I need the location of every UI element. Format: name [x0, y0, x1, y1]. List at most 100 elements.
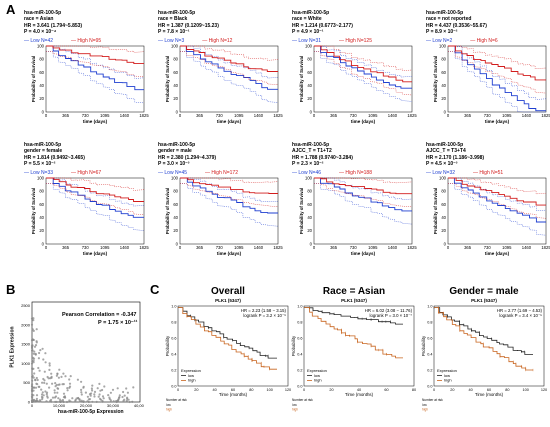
km-plot-svg: 0 365 730 1095 1460 1825 0 20 40 60 80 100 time (day…: [31, 175, 149, 256]
km-plot-svg: 0 365 730 1095 1460 1825 0 20 40 60 80 100 time (day…: [433, 43, 550, 124]
km-c-curve-high: [178, 307, 277, 370]
km-curve-high: [46, 45, 144, 65]
km-xtick-label: 365: [330, 245, 338, 250]
km-c-gene: PLK1 (5347): [341, 298, 367, 303]
km-ytick-label: 100: [37, 43, 45, 48]
scatter-point: [125, 387, 128, 390]
km-legend-high: — High N=67: [71, 170, 102, 176]
scatter-point: [37, 366, 40, 370]
km-legend: — Low N=31 — High N=125: [292, 38, 372, 44]
km-xlabel: time (days): [217, 251, 242, 256]
scatter-point: [77, 397, 80, 400]
km-xtick-label: 0: [45, 245, 48, 250]
scatter-point: [44, 361, 47, 364]
km-c-ytick-label: 0.0: [427, 384, 432, 388]
km-c-ytick-label: 0.4: [427, 352, 432, 356]
km-panel: hsa-miR-100-5p race = Asian HR = 3.641 (1.…: [24, 10, 152, 134]
km-ytick-label: 0: [176, 109, 179, 114]
scatter-point: [38, 351, 41, 355]
km-ytick-label: 0: [444, 109, 447, 114]
scatter-point: [42, 377, 45, 381]
km-c-xtick-label: 40: [357, 388, 361, 392]
km-plot-svg: 0 365 730 1095 1460 1825 0 20 40 60 80 100 time (day…: [433, 175, 550, 256]
km-ci-lower-low: [45, 183, 145, 231]
km-curve-low: [180, 45, 278, 90]
km-ytick-label: 0: [42, 109, 45, 114]
scatter-point: [37, 357, 40, 360]
km-ytick-label: 100: [37, 175, 45, 180]
scatter-ylabel: PLK1 Expression: [9, 326, 16, 368]
km-axes-frame: [313, 45, 413, 113]
scatter-point: [126, 391, 129, 394]
km-ci-lower-low: [313, 51, 413, 102]
km-axes-frame: [447, 177, 547, 245]
scatter-point: [88, 393, 92, 396]
km-c-ytick-label: 1.0: [171, 304, 176, 308]
km-hr-label: HR = 4.437 (0.3536~55.67): [426, 22, 487, 29]
km-hr-label: HR = 1.214 (0.6773~2.177): [292, 22, 353, 29]
km-c-logrank: logrank P = 3.4 × 10⁻⁵: [499, 313, 542, 318]
km-group-label: race = Black: [158, 16, 188, 23]
km-ytick-label: 40: [307, 215, 312, 220]
scatter-ytick-label: 1500: [21, 342, 31, 347]
km-ytick-label: 20: [39, 96, 44, 101]
km-ytick-label: 40: [441, 215, 446, 220]
km-c-panel: Gender = male PLK1 (5347) 0.0 0.2 0.4 0.6 0.8 1…: [420, 286, 548, 422]
scatter-point: [59, 398, 62, 401]
km-ylabel: Probability of Survival: [31, 188, 36, 234]
km-ytick-label: 20: [173, 228, 178, 233]
km-c-ytick-label: 0.8: [297, 320, 302, 324]
km-c-xtick-label: 60: [487, 388, 491, 392]
km-c-risk-row-label: high: [422, 408, 428, 412]
km-ytick-label: 60: [39, 70, 44, 75]
scatter-point: [38, 369, 41, 372]
km-group-label: gender = female: [24, 148, 63, 155]
scatter-point: [53, 389, 56, 392]
km-c-ytick-label: 0.6: [427, 336, 432, 340]
km-ytick-label: 20: [39, 228, 44, 233]
km-legend: — Low N=46 — High N=188: [292, 170, 372, 176]
scatter-point: [48, 368, 51, 371]
scatter-point: [128, 400, 131, 404]
km-xtick-label: 1095: [234, 113, 244, 118]
km-ytick-label: 60: [441, 70, 446, 75]
km-group-label: race = Asian: [24, 16, 54, 23]
km-ytick-label: 100: [171, 43, 179, 48]
scatter-p-label: P = 1.75 × 10⁻¹¹: [98, 320, 138, 326]
km-ytick-label: 20: [441, 228, 446, 233]
scatter-point: [62, 392, 66, 395]
km-ci-upper-low: [314, 177, 413, 200]
km-ylabel: Probability of Survival: [299, 56, 304, 102]
km-group-label: AJCC_T = T1+T2: [292, 148, 332, 155]
scatter-point: [122, 399, 125, 402]
scatter-ytick-label: 2500: [21, 303, 31, 308]
km-plot-svg: 0 365 730 1095 1460 1825 0 20 40 60 80 100 time (day…: [165, 43, 283, 124]
km-axes-frame: [179, 177, 279, 245]
km-panel: hsa-miR-100-5p race = White HR = 1.214 (0.…: [292, 10, 420, 134]
km-curve-high: [180, 177, 278, 194]
scatter-point: [57, 397, 60, 400]
panel-label-b: B: [6, 282, 16, 297]
km-legend-high: — High N=6: [470, 38, 498, 44]
scatter-point: [68, 378, 71, 381]
km-ci-upper-high: [448, 177, 547, 195]
scatter-point: [31, 367, 34, 370]
km-c-gene: PLK1 (5347): [215, 298, 241, 303]
scatter-point: [46, 375, 49, 379]
km-curve-low: [448, 177, 546, 223]
scatter-point: [42, 358, 45, 361]
km-ytick-label: 0: [176, 241, 179, 246]
scatter-point: [103, 385, 106, 388]
km-c-xtick-label: 40: [213, 388, 217, 392]
km-axes-frame: [447, 45, 547, 113]
scatter-xtick-label: 40,000: [134, 403, 144, 408]
scatter-point: [54, 400, 57, 403]
km-c-xlabel: Time (months): [475, 392, 504, 397]
scatter-point: [31, 396, 34, 399]
km-c-ytick-label: 0.8: [427, 320, 432, 324]
km-c-axes-frame: [433, 305, 545, 387]
km-axes-frame: [45, 177, 145, 245]
scatter-point: [76, 378, 79, 381]
km-c-ylabel: Probability: [421, 335, 426, 356]
km-xtick-label: 0: [447, 245, 450, 250]
